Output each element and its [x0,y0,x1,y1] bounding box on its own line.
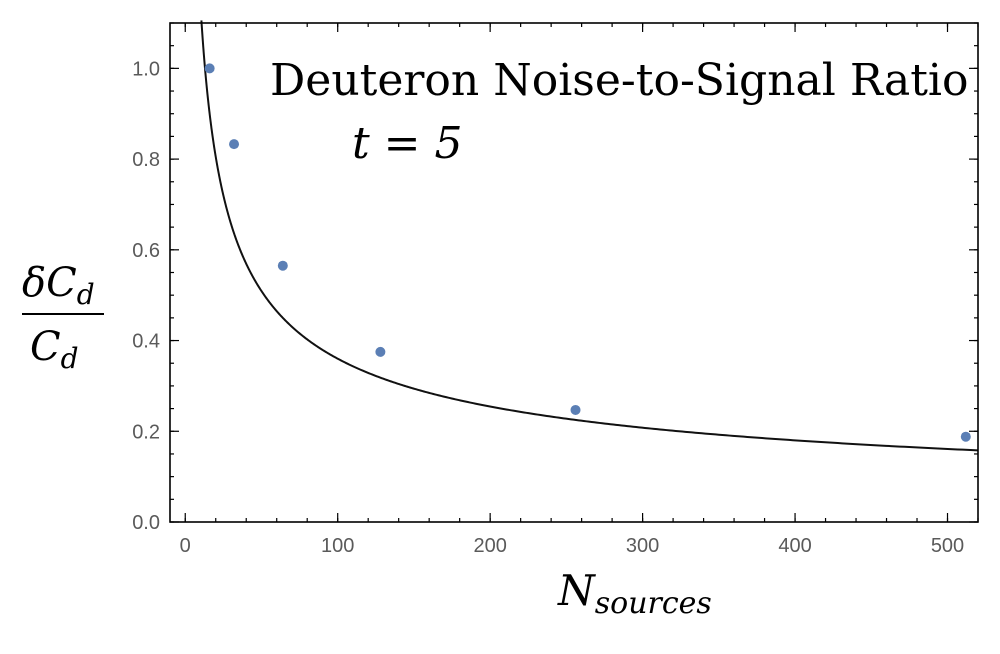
plot-frame [169,22,979,523]
y-tick-label: 0.4 [132,331,160,353]
svg-text:δCd: δCd [22,260,95,311]
chart-subtitle: t = 5 [352,118,463,169]
x-axis-label-main: N [557,566,596,615]
chart-title: Deuteron Noise-to-Signal Ratio [270,55,968,106]
y-tick-label: 1.0 [132,58,160,80]
y-axis-label-numerator-subscript: d [77,278,95,311]
svg-text:Cd: Cd [30,324,79,375]
curve-layer [200,20,979,452]
y-axis-label-denominator-subscript: d [61,342,79,375]
data-point [375,346,386,357]
data-point [204,63,215,74]
x-tick-label: 100 [321,535,354,557]
y-tick-label: 0.6 [132,240,160,262]
fit-curve [200,20,979,452]
y-axis-label-denominator: C [30,324,61,370]
data-point [570,404,581,415]
svg-text:Nsources: Nsources [557,566,712,621]
x-tick-label: 500 [931,535,964,557]
y-tick-label: 0.8 [132,149,160,171]
data-point [277,260,288,271]
y-axis-label: δCd Cd [22,260,104,375]
x-tick-label: 200 [473,535,506,557]
x-tick-label: 0 [180,535,191,557]
x-tick-label: 400 [778,535,811,557]
data-point [229,139,240,150]
x-tick-label: 300 [626,535,659,557]
y-axis-label-numerator: δC [22,260,77,306]
points-layer [204,63,971,442]
x-axis-label: Nsources [557,566,712,621]
y-tick-label: 0.2 [132,421,160,443]
ticks-layer: 0.0 0.2 0.4 0.6 0.8 1.0 0 100 200 300 400 500 [132,22,979,557]
y-tick-label: 0.0 [132,512,160,534]
data-point [960,431,971,442]
x-axis-label-subscript: sources [595,586,712,621]
